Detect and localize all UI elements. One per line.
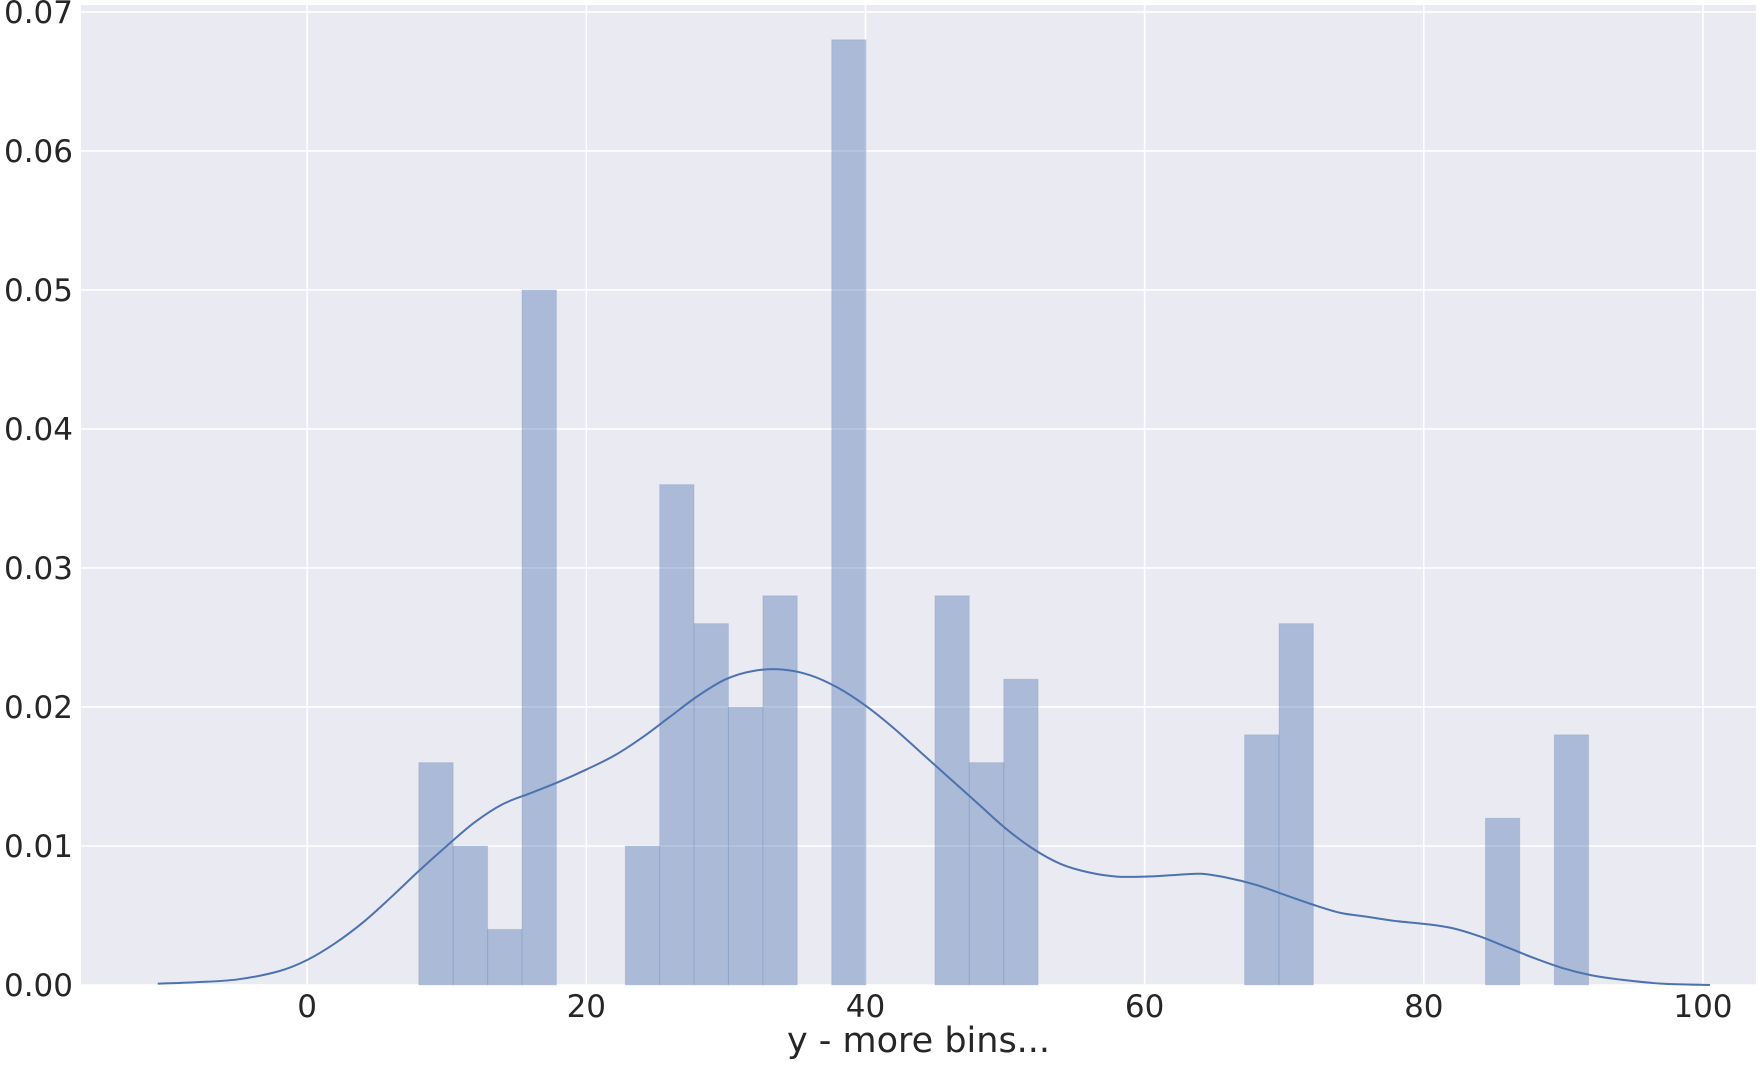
- histogram-bar: [1278, 623, 1314, 986]
- x-tick-label: 80: [1404, 989, 1443, 1025]
- histogram-bar: [831, 39, 867, 986]
- histogram-bar: [418, 762, 454, 986]
- x-tick-label: 0: [297, 989, 317, 1025]
- y-tick-label: 0.04: [4, 412, 73, 448]
- grid-lines: [81, 5, 1756, 986]
- x-axis-label: y - more bins...: [787, 1021, 1050, 1061]
- kde-curve: [157, 668, 1710, 986]
- y-axis-ticks: 0.00 0.01 0.02 0.03 0.04 0.05 0.06 0.07: [4, 0, 73, 1004]
- y-tick-label: 0.06: [4, 134, 73, 170]
- y-tick-label: 0.02: [4, 690, 73, 726]
- histogram-bar: [521, 289, 557, 986]
- x-tick-label: 40: [846, 989, 885, 1025]
- histogram-bar: [624, 845, 661, 986]
- kde-line: [157, 668, 1710, 986]
- histogram-bar: [693, 623, 729, 986]
- x-tick-label: 60: [1125, 989, 1164, 1025]
- x-axis-ticks: 0 20 40 60 80 100: [297, 989, 1732, 1025]
- x-tick-label: 20: [567, 989, 606, 1025]
- histogram-bar: [452, 845, 489, 986]
- y-tick-label: 0.00: [4, 968, 73, 1004]
- y-tick-label: 0.03: [4, 551, 73, 587]
- histogram-bars: [418, 39, 1590, 986]
- histogram-bar: [762, 595, 798, 986]
- y-tick-label: 0.01: [4, 829, 73, 865]
- histogram-bar: [659, 484, 695, 986]
- histogram-bar: [968, 762, 1005, 986]
- x-tick-label: 100: [1673, 989, 1732, 1025]
- y-tick-label: 0.07: [4, 0, 73, 31]
- plot-background: [81, 5, 1756, 985]
- histogram-bar: [727, 706, 764, 986]
- histogram-bar: [1244, 734, 1280, 986]
- histogram-bar: [487, 928, 523, 986]
- y-tick-label: 0.05: [4, 273, 73, 309]
- histogram-bar: [1553, 734, 1590, 986]
- histogram-bar: [1484, 817, 1521, 986]
